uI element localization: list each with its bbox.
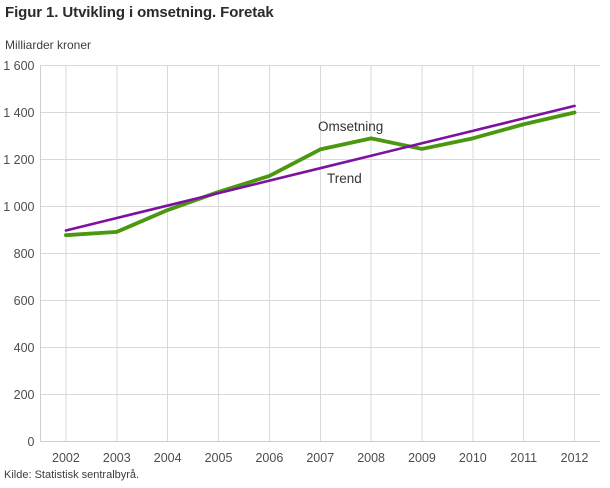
y-tick-label: 0 [28,435,35,449]
x-tick-label: 2004 [154,451,182,465]
y-tick-label: 600 [14,294,35,308]
x-tick-label: 2006 [255,451,283,465]
x-tick-label: 2008 [357,451,385,465]
gridlines [40,65,600,442]
y-tick-label: 1 000 [3,200,34,214]
source-note: Kilde: Statistisk sentralbyrå. [4,469,140,481]
y-tick-label: 1 400 [3,106,34,120]
y-tick-label: 1 200 [3,153,34,167]
x-tick-label: 2009 [408,451,436,465]
omsetning-line [64,110,577,238]
x-tick-label: 2003 [103,451,131,465]
y-axis-unit-label: Milliarder kroner [5,38,92,52]
y-tick-label: 200 [14,388,35,402]
trend-series-label: Trend [327,171,362,186]
axis-tick-labels: 0 200 400 600 800 1 000 1 200 1 400 1 600 2002 200… [3,59,588,465]
x-tick-label: 2011 [510,451,537,465]
x-tick-label: 2005 [205,451,233,465]
x-tick-label: 2007 [306,451,334,465]
x-tick-label: 2002 [52,451,80,465]
x-tick-label: 2010 [459,451,487,465]
omsetning-series-label: Omsetning [318,119,383,134]
y-tick-label: 1 600 [3,59,34,73]
trend-line [64,104,576,232]
y-tick-label: 800 [14,247,35,261]
figure-title: Figur 1. Utvikling i omsetning. Foretak [5,4,274,21]
y-tick-label: 400 [14,341,35,355]
x-tick-label: 2012 [561,451,589,465]
